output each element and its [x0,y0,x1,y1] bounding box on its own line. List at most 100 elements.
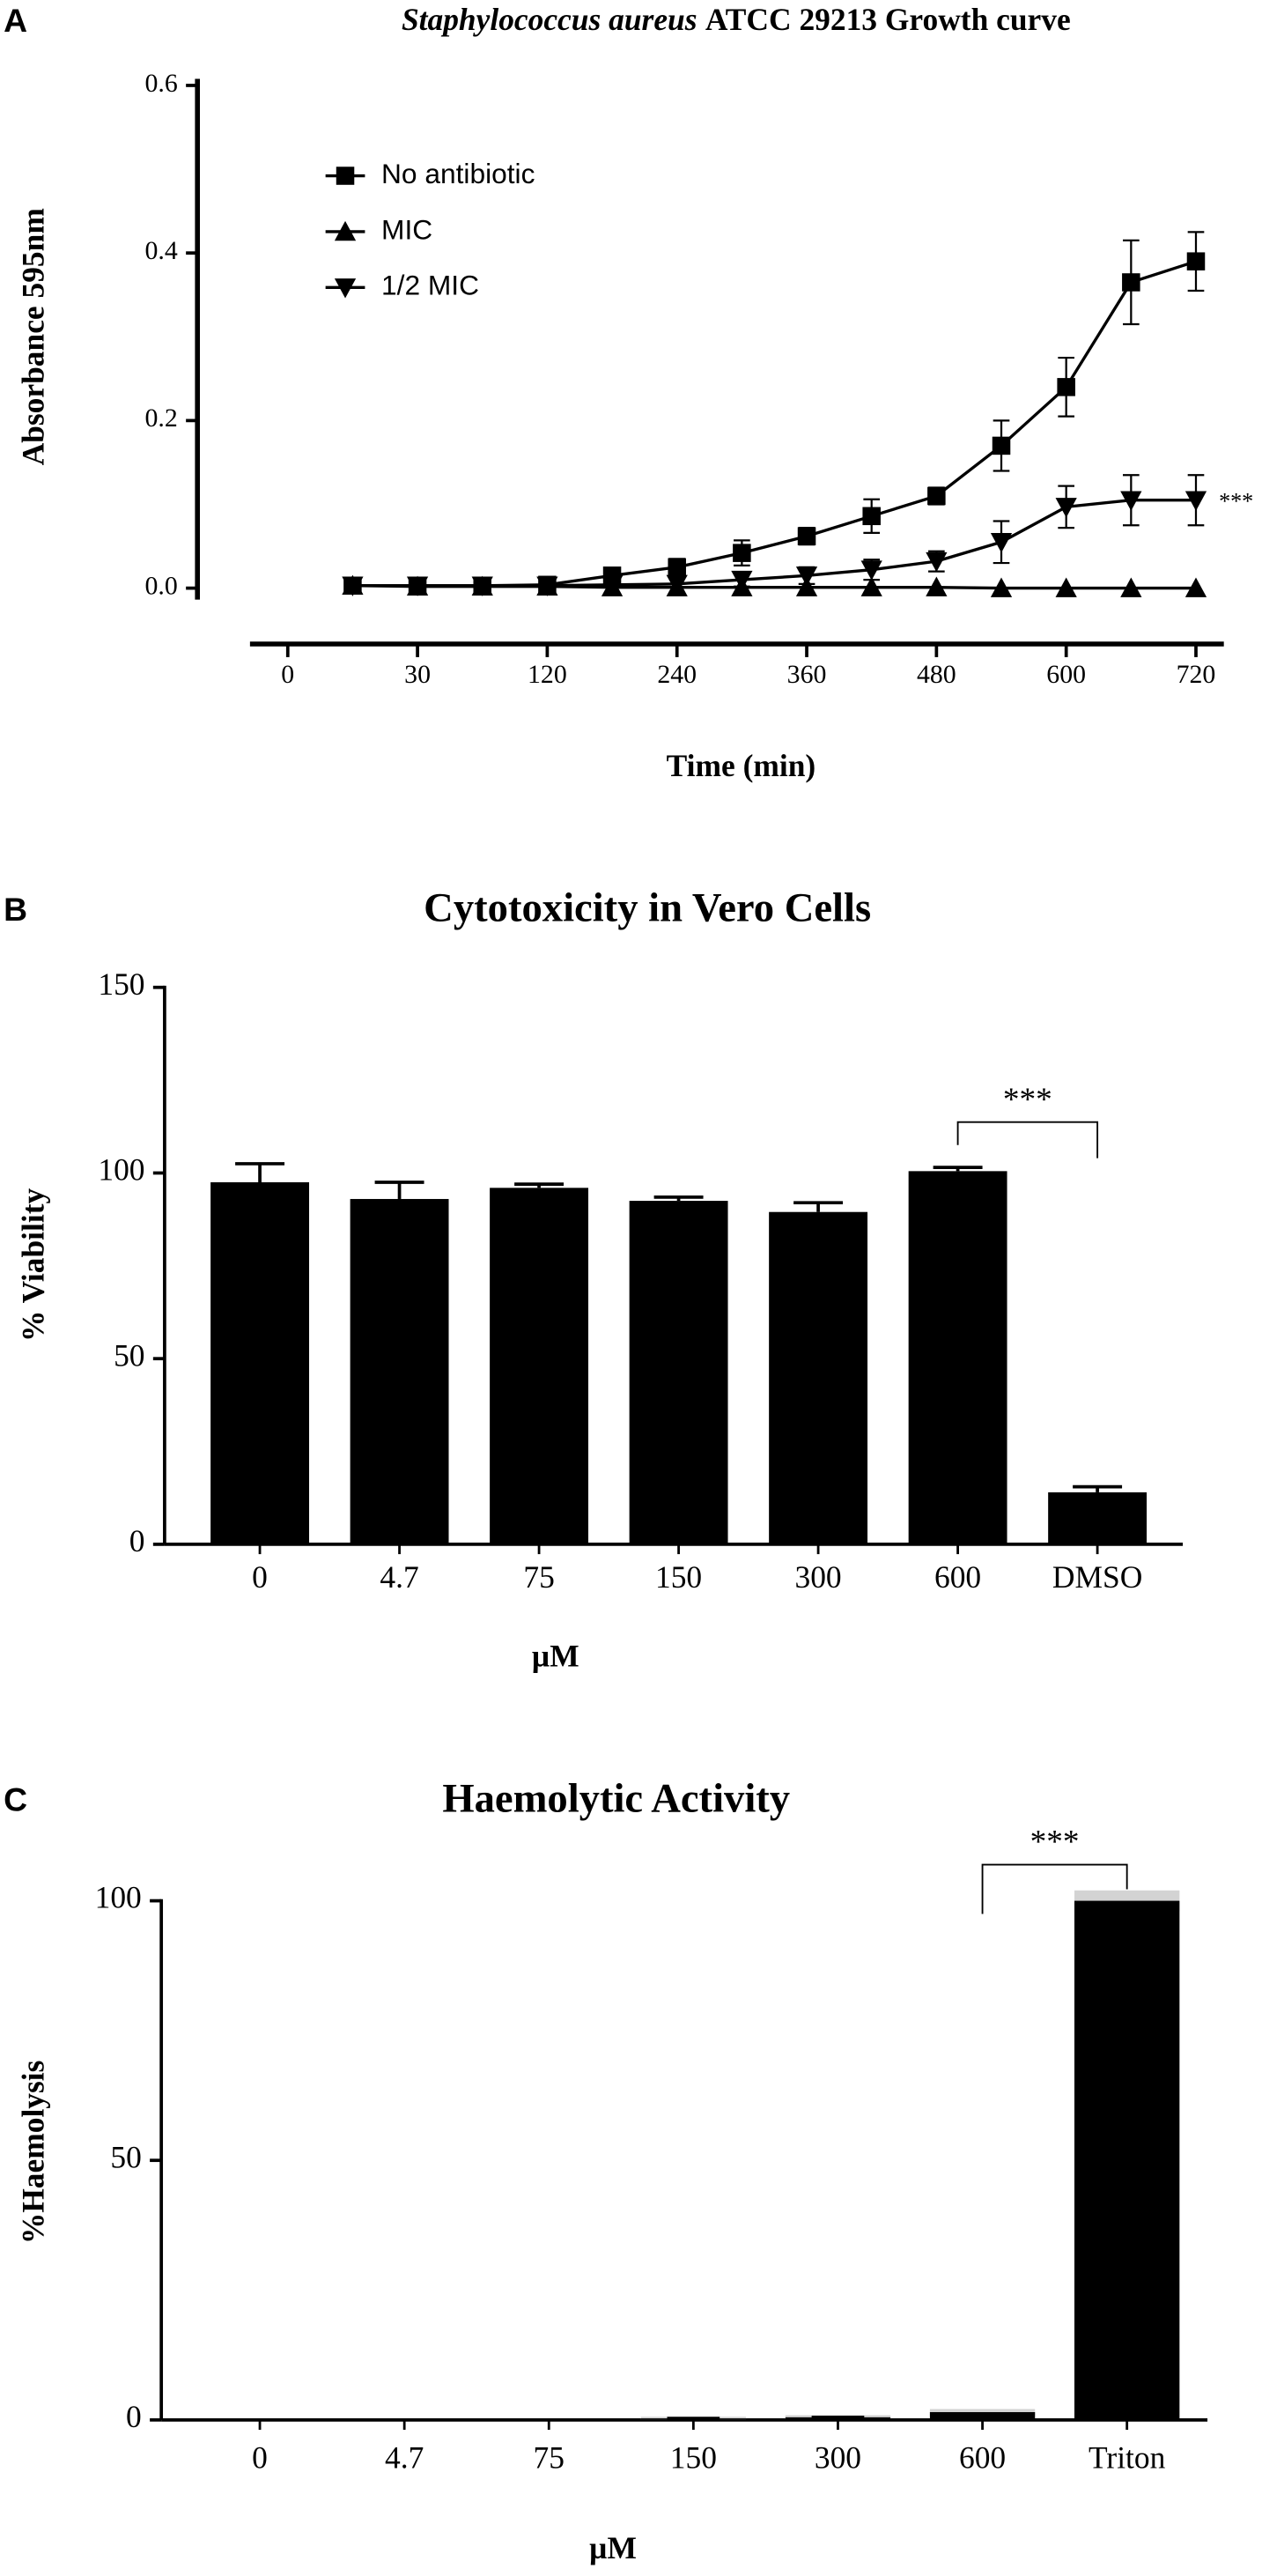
marker [334,278,357,299]
panel-label: A [4,2,27,39]
marker [1185,577,1207,597]
marker [1055,577,1077,597]
marker [927,486,946,506]
marker [731,570,753,591]
marker [1185,491,1207,511]
error-bar [793,1201,844,1212]
marker [926,576,948,596]
x-tick-label: 150 [670,2440,717,2476]
error-bar [374,1181,424,1199]
y-tick-label: 0.6 [145,69,178,98]
chart-title-italic: Staphylococcus aureus [402,2,697,37]
x-axis-label: µM [532,1639,579,1674]
marker [336,167,355,185]
bar [490,1188,589,1544]
marker [862,507,881,526]
bar [929,2412,1036,2420]
marker [601,575,624,596]
x-tick-label: 75 [534,2440,565,2476]
y-tick-label: 50 [114,1337,144,1373]
error-bar [933,1166,983,1172]
annotation: *** [1003,1082,1052,1118]
bar [350,1198,449,1544]
x-tick-label: 0 [252,2440,268,2476]
x-tick-label: 0 [281,660,294,689]
panel-label: C [4,1781,27,1818]
annotation: *** [1030,1825,1080,1861]
error-bar [1073,1484,1123,1492]
y-tick-label: 0.2 [145,403,178,433]
panel-label: B [4,891,27,928]
y-tick-label: 150 [98,966,144,1002]
y-tick-label: 0.0 [145,571,178,600]
x-axis-label: Time (min) [667,748,816,783]
bar [1048,1492,1148,1544]
marker [733,544,751,562]
marker [1122,273,1140,292]
marker [992,436,1011,455]
annotation: *** [1219,488,1253,514]
error-bar [235,1162,285,1183]
y-tick-label: 50 [110,2139,141,2174]
x-axis-label: µM [589,2530,637,2565]
bar [908,1171,1007,1544]
x-tick-label: 480 [917,660,956,689]
series-line [352,260,1197,588]
x-tick-label: 300 [795,1559,842,1595]
x-tick-label: Triton [1089,2440,1166,2476]
marker [1055,498,1077,518]
legend-label: MIC [381,213,432,245]
chart-title: Haemolytic Activity [442,1775,790,1821]
marker [797,527,816,545]
bar [1074,1900,1180,2420]
y-axis-label: %Haemolysis [16,2061,51,2245]
y-tick-label: 0 [126,2399,142,2434]
marker [668,558,686,577]
marker [536,576,558,596]
legend-label: 1/2 MIC [381,270,479,301]
chart-title: Staphylococcus aureus ATCC 29213 Growth c… [402,2,1071,37]
series-line [352,499,1196,588]
y-tick-label: 100 [95,1880,142,1915]
marker [1057,378,1075,396]
x-tick-label: 240 [657,660,697,689]
x-tick-label: 600 [1046,660,1086,689]
significance-bracket [956,1121,1099,1158]
error-bar [653,1195,704,1202]
error-bar [514,1182,565,1188]
x-tick-label: 30 [404,660,431,689]
x-tick-label: 4.7 [380,1559,418,1595]
x-tick-label: 0 [252,1559,268,1595]
legend-label: No antibiotic [381,158,535,189]
marker [860,560,882,581]
chart-title-rest: ATCC 29213 Growth curve [705,2,1071,37]
marker [795,576,818,596]
marker [1120,491,1142,511]
x-tick-label: DMSO [1052,1559,1142,1595]
bar [629,1201,728,1544]
y-axis-label: Absorbance 595nm [16,208,51,465]
marker [406,576,429,596]
x-tick-label: 360 [787,660,827,689]
marker [860,576,882,596]
marker [990,577,1013,597]
x-tick-label: 720 [1177,660,1216,689]
x-tick-label: 600 [959,2440,1006,2476]
significance-bracket [981,1863,1128,1914]
bar [210,1182,309,1544]
marker [342,576,364,596]
bar [769,1211,868,1544]
x-tick-label: 120 [528,660,567,689]
marker [990,533,1013,553]
chart-title: Cytotoxicity in Vero Cells [424,885,871,931]
marker [1120,577,1142,597]
x-tick-label: 4.7 [385,2440,424,2476]
marker [1186,252,1206,270]
y-tick-label: 0 [129,1523,145,1558]
x-tick-label: 300 [815,2440,861,2476]
y-tick-label: 0.4 [145,236,178,265]
y-tick-label: 100 [98,1152,144,1188]
marker [926,551,948,573]
